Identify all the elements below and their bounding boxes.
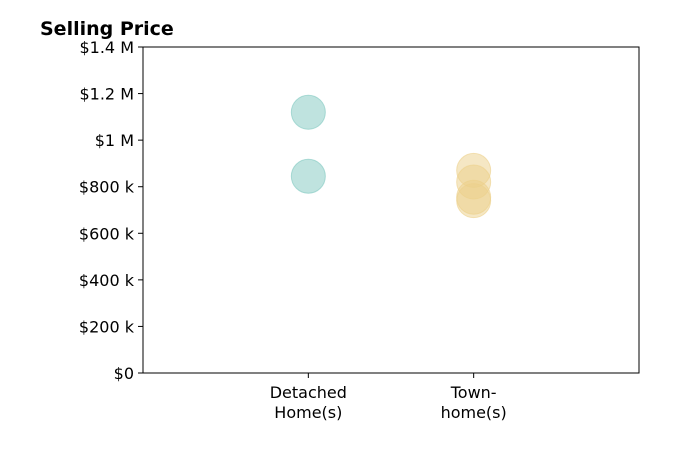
- x-tick-label: Detached: [270, 383, 347, 402]
- y-tick-label: $1.4 M: [79, 38, 134, 57]
- data-point: [290, 158, 326, 194]
- y-tick-label: $800 k: [79, 178, 135, 197]
- y-tick-label: $1 M: [95, 131, 134, 150]
- chart-title: Selling Price: [40, 18, 174, 40]
- x-tick-label: home(s): [441, 403, 507, 422]
- y-tick-label: $200 k: [79, 317, 135, 336]
- y-axis: $0 $200 k $400 k $600 k $800 k $1 M $1.2 M $1.4…: [79, 38, 143, 383]
- y-tick-label: $400 k: [79, 271, 135, 290]
- x-tick-label: Town-: [450, 383, 497, 402]
- y-tick-label: $600 k: [79, 224, 135, 243]
- data-point: [456, 183, 492, 219]
- data-point: [290, 94, 326, 130]
- x-tick-label: Home(s): [274, 403, 342, 422]
- y-tick-label: $0: [114, 364, 134, 383]
- plot-frame: [142, 46, 640, 374]
- y-tick-label: $1.2 M: [79, 85, 134, 104]
- data-points: [290, 94, 492, 219]
